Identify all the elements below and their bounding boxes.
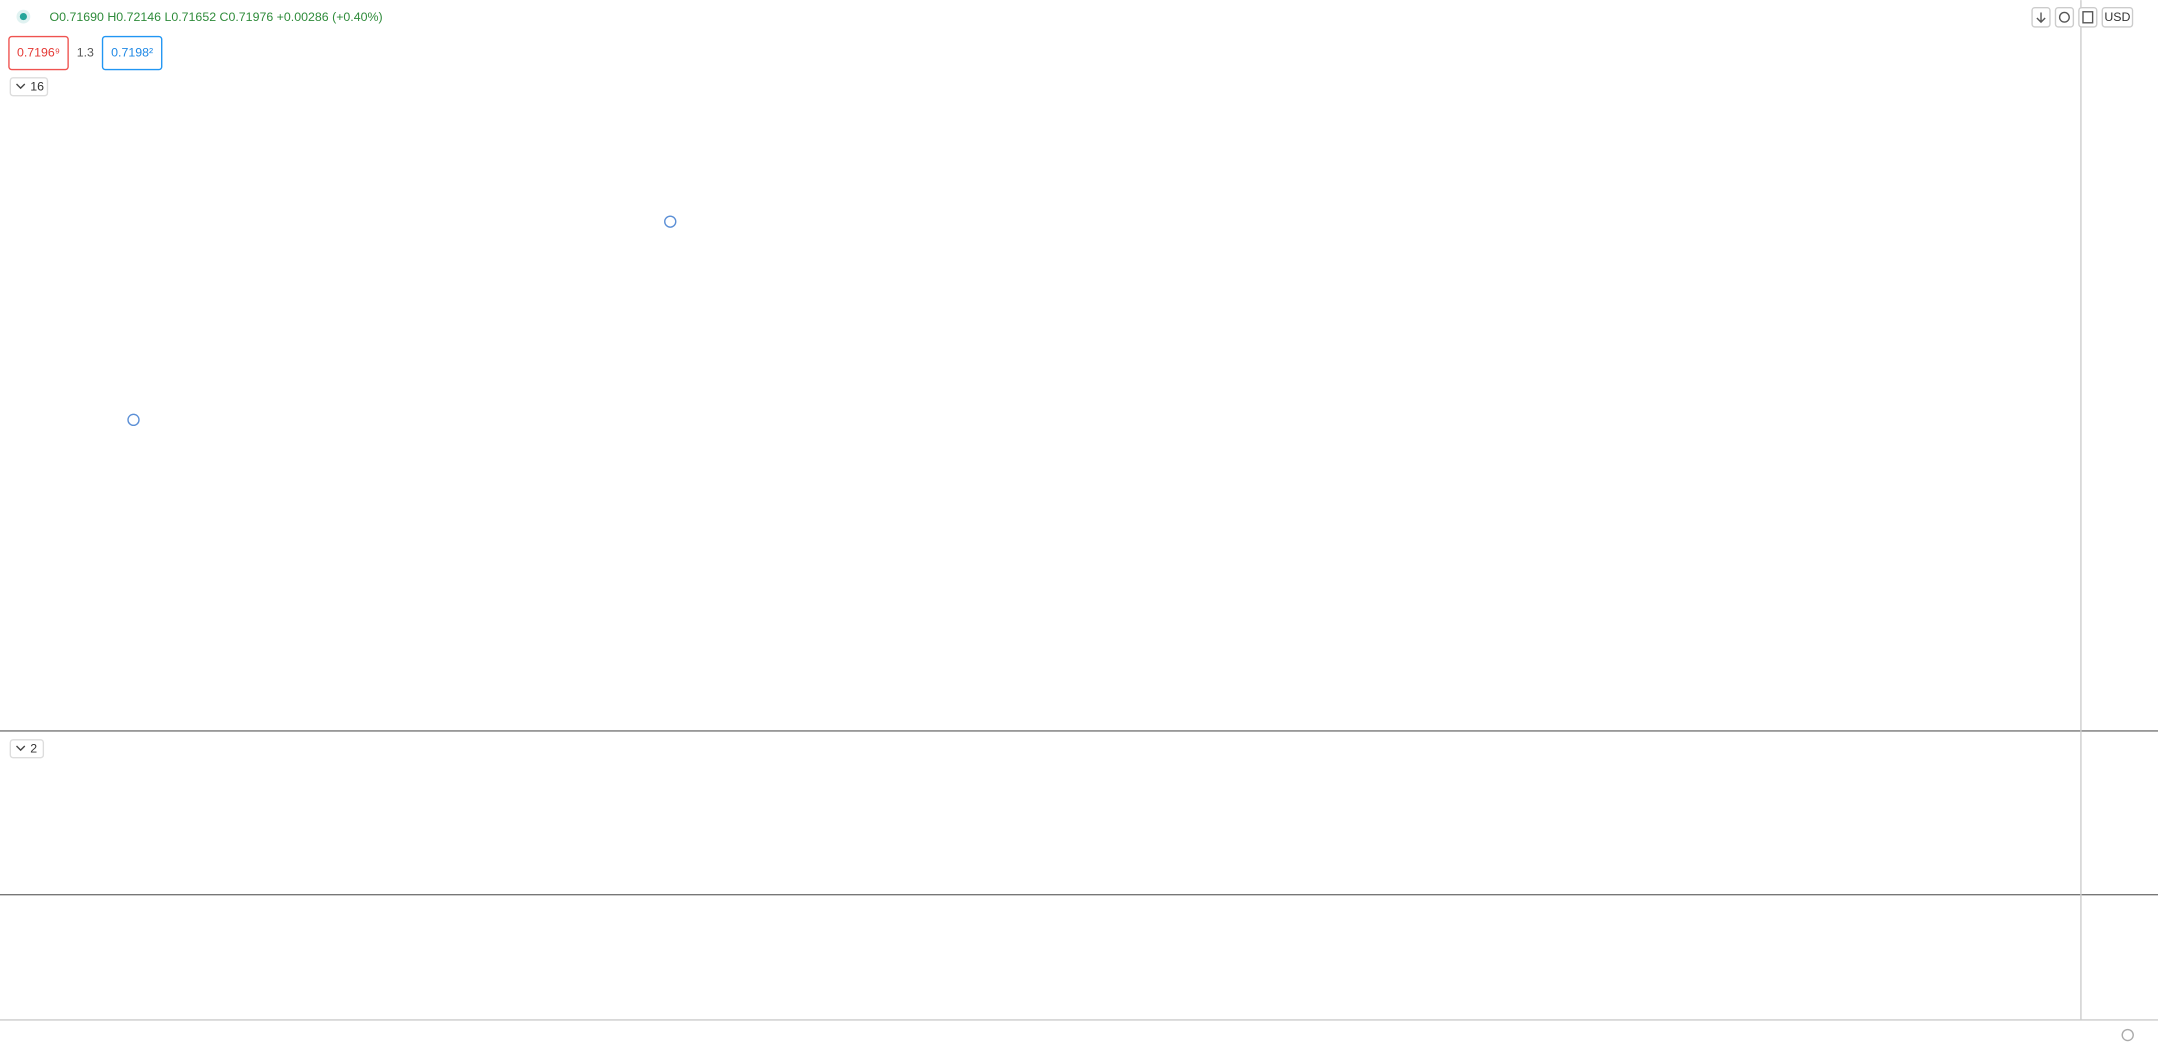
- auto-scale-button[interactable]: [2121, 1028, 2134, 1042]
- legend-count[interactable]: 2: [30, 742, 37, 756]
- ask-price[interactable]: 0.7198²: [111, 45, 153, 59]
- currency[interactable]: USD: [2104, 10, 2130, 24]
- chevron-icon: [16, 83, 26, 90]
- download-icon: [2036, 12, 2046, 24]
- chevron-icon: [16, 745, 26, 752]
- close: C0.71976: [220, 10, 274, 24]
- low: L0.71652: [164, 10, 216, 24]
- status-dot: [19, 13, 27, 21]
- sell-button[interactable]: [8, 35, 69, 71]
- bid-price[interactable]: 0.7196⁹: [17, 45, 60, 59]
- settings-icon: [2058, 11, 2070, 23]
- fullscreen-button[interactable]: [2078, 6, 2098, 28]
- settings-button[interactable]: [2054, 6, 2075, 28]
- currency-button[interactable]: [2101, 6, 2134, 28]
- legend-toggle[interactable]: [9, 739, 45, 759]
- ohlc: O0.71690 H0.72146 L0.71652 C0.71976 +0.0…: [50, 10, 383, 24]
- buy-button[interactable]: [101, 35, 163, 71]
- event-marker[interactable]: [127, 413, 140, 427]
- event-marker[interactable]: [664, 215, 677, 228]
- fullscreen-icon: [2082, 11, 2094, 24]
- open: O0.71690: [50, 10, 104, 24]
- legend-toggle[interactable]: [9, 77, 49, 97]
- high: H0.72146: [107, 10, 161, 24]
- change: +0.00286 (+0.40%): [277, 10, 383, 24]
- legend-count[interactable]: 16: [30, 80, 44, 94]
- spread: 1.3: [77, 45, 94, 59]
